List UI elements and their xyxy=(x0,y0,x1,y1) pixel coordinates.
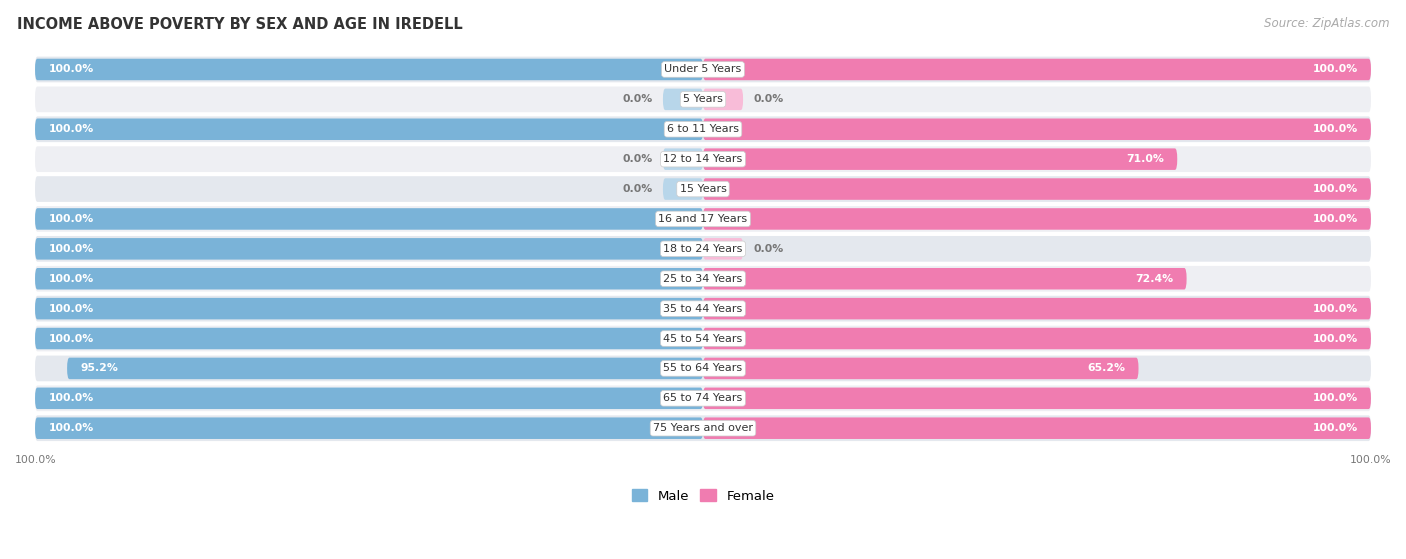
Text: 12 to 14 Years: 12 to 14 Years xyxy=(664,154,742,164)
Text: 0.0%: 0.0% xyxy=(623,94,652,105)
Text: 5 Years: 5 Years xyxy=(683,94,723,105)
Text: 45 to 54 Years: 45 to 54 Years xyxy=(664,334,742,344)
Text: INCOME ABOVE POVERTY BY SEX AND AGE IN IREDELL: INCOME ABOVE POVERTY BY SEX AND AGE IN I… xyxy=(17,17,463,32)
FancyBboxPatch shape xyxy=(35,387,703,409)
Text: 100.0%: 100.0% xyxy=(1312,184,1358,194)
Text: 100.0%: 100.0% xyxy=(1312,394,1358,404)
Text: 95.2%: 95.2% xyxy=(80,363,118,373)
Text: 100.0%: 100.0% xyxy=(1312,214,1358,224)
Text: 0.0%: 0.0% xyxy=(754,244,783,254)
FancyBboxPatch shape xyxy=(35,266,1371,292)
Text: 55 to 64 Years: 55 to 64 Years xyxy=(664,363,742,373)
FancyBboxPatch shape xyxy=(662,148,703,170)
FancyBboxPatch shape xyxy=(703,88,744,110)
FancyBboxPatch shape xyxy=(35,176,1371,202)
Text: 100.0%: 100.0% xyxy=(48,244,94,254)
Text: 35 to 44 Years: 35 to 44 Years xyxy=(664,304,742,314)
FancyBboxPatch shape xyxy=(35,415,1371,441)
Legend: Male, Female: Male, Female xyxy=(626,484,780,508)
FancyBboxPatch shape xyxy=(703,298,1371,319)
Text: 100.0%: 100.0% xyxy=(1312,64,1358,74)
Text: 25 to 34 Years: 25 to 34 Years xyxy=(664,274,742,284)
FancyBboxPatch shape xyxy=(703,418,1371,439)
FancyBboxPatch shape xyxy=(35,56,1371,82)
Text: Source: ZipAtlas.com: Source: ZipAtlas.com xyxy=(1264,17,1389,30)
FancyBboxPatch shape xyxy=(703,59,1371,80)
FancyBboxPatch shape xyxy=(35,386,1371,411)
Text: 0.0%: 0.0% xyxy=(754,94,783,105)
Text: 100.0%: 100.0% xyxy=(15,454,56,465)
FancyBboxPatch shape xyxy=(703,328,1371,349)
Text: 100.0%: 100.0% xyxy=(1312,304,1358,314)
Text: 100.0%: 100.0% xyxy=(48,214,94,224)
Text: 100.0%: 100.0% xyxy=(1312,334,1358,344)
FancyBboxPatch shape xyxy=(35,356,1371,381)
FancyBboxPatch shape xyxy=(35,87,1371,112)
FancyBboxPatch shape xyxy=(35,296,1371,321)
Text: 100.0%: 100.0% xyxy=(1350,454,1391,465)
FancyBboxPatch shape xyxy=(662,88,703,110)
FancyBboxPatch shape xyxy=(662,178,703,200)
Text: 72.4%: 72.4% xyxy=(1135,274,1173,284)
FancyBboxPatch shape xyxy=(703,238,744,259)
FancyBboxPatch shape xyxy=(67,358,703,379)
FancyBboxPatch shape xyxy=(35,326,1371,352)
FancyBboxPatch shape xyxy=(703,358,1139,379)
Text: 100.0%: 100.0% xyxy=(1312,423,1358,433)
FancyBboxPatch shape xyxy=(703,148,1177,170)
FancyBboxPatch shape xyxy=(35,208,703,230)
Text: Under 5 Years: Under 5 Years xyxy=(665,64,741,74)
FancyBboxPatch shape xyxy=(35,206,1371,232)
Text: 65 to 74 Years: 65 to 74 Years xyxy=(664,394,742,404)
Text: 65.2%: 65.2% xyxy=(1087,363,1125,373)
Text: 100.0%: 100.0% xyxy=(48,304,94,314)
FancyBboxPatch shape xyxy=(35,298,703,319)
FancyBboxPatch shape xyxy=(35,328,703,349)
Text: 16 and 17 Years: 16 and 17 Years xyxy=(658,214,748,224)
FancyBboxPatch shape xyxy=(35,236,1371,262)
FancyBboxPatch shape xyxy=(703,208,1371,230)
Text: 0.0%: 0.0% xyxy=(623,154,652,164)
FancyBboxPatch shape xyxy=(35,119,703,140)
FancyBboxPatch shape xyxy=(35,59,703,80)
Text: 0.0%: 0.0% xyxy=(623,184,652,194)
Text: 100.0%: 100.0% xyxy=(48,423,94,433)
Text: 100.0%: 100.0% xyxy=(48,124,94,134)
FancyBboxPatch shape xyxy=(35,146,1371,172)
Text: 75 Years and over: 75 Years and over xyxy=(652,423,754,433)
Text: 100.0%: 100.0% xyxy=(48,394,94,404)
Text: 100.0%: 100.0% xyxy=(48,274,94,284)
Text: 100.0%: 100.0% xyxy=(1312,124,1358,134)
FancyBboxPatch shape xyxy=(35,418,703,439)
FancyBboxPatch shape xyxy=(703,119,1371,140)
FancyBboxPatch shape xyxy=(35,238,703,259)
Text: 100.0%: 100.0% xyxy=(48,64,94,74)
FancyBboxPatch shape xyxy=(703,268,1187,290)
FancyBboxPatch shape xyxy=(703,178,1371,200)
FancyBboxPatch shape xyxy=(703,387,1371,409)
FancyBboxPatch shape xyxy=(35,116,1371,142)
Text: 71.0%: 71.0% xyxy=(1126,154,1164,164)
Text: 15 Years: 15 Years xyxy=(679,184,727,194)
FancyBboxPatch shape xyxy=(35,268,703,290)
Text: 100.0%: 100.0% xyxy=(48,334,94,344)
Text: 6 to 11 Years: 6 to 11 Years xyxy=(666,124,740,134)
Text: 18 to 24 Years: 18 to 24 Years xyxy=(664,244,742,254)
